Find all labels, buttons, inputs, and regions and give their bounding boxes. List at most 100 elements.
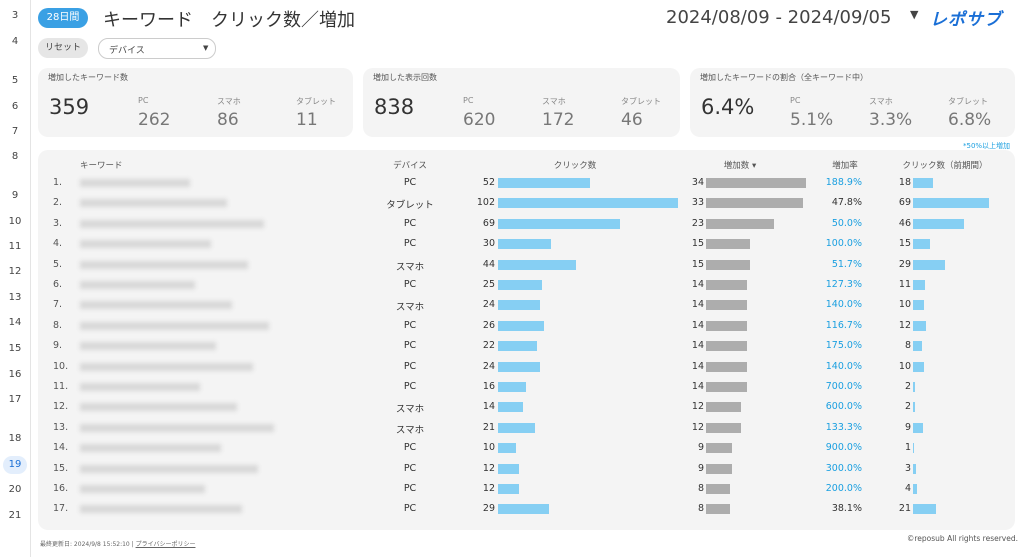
clicks-bar <box>498 504 550 515</box>
line-number: 7 <box>11 126 19 137</box>
increase-bar <box>706 239 751 250</box>
keyword-blurred <box>80 383 200 391</box>
note: *50%以上増加 <box>963 142 1011 150</box>
kpi-item-label: タブレット <box>621 97 661 106</box>
device: スマホ <box>395 404 425 416</box>
prev-clicks-value: 69 <box>898 197 911 209</box>
clicks-value: 25 <box>482 279 495 290</box>
kpi-item-value: 46 <box>621 110 643 130</box>
clicks-bar <box>498 178 590 188</box>
column-header: 増加数 ▾ <box>723 161 757 171</box>
rank: 1. <box>53 177 63 188</box>
rate: 50.0% <box>831 217 862 229</box>
device: PC <box>403 279 417 290</box>
kpi-item-value: 6.8% <box>948 110 992 130</box>
keyword-blurred <box>80 199 227 208</box>
rank: 7. <box>53 299 63 311</box>
keyword-blurred <box>80 281 195 289</box>
prev-clicks-value: 10 <box>898 299 911 311</box>
increase-bar <box>706 341 748 352</box>
device: PC <box>403 319 417 331</box>
rank: 3. <box>53 217 63 229</box>
increase-value: 15 <box>691 258 704 270</box>
keyword-blurred <box>80 240 211 249</box>
rate: 140.0% <box>825 299 862 311</box>
prev-clicks-bar <box>913 443 915 454</box>
increase-value: 8 <box>697 503 704 515</box>
rate: 175.0% <box>825 340 862 352</box>
rate: 700.0% <box>825 381 862 392</box>
kpi-item-label: PC <box>463 96 474 105</box>
increase-value: 15 <box>691 238 704 250</box>
prev-clicks-value: 29 <box>898 258 911 270</box>
prev-clicks-bar <box>913 280 926 290</box>
rank: 10. <box>53 360 69 372</box>
kpi-item-value: 86 <box>217 110 239 130</box>
kpi-item-value: 11 <box>296 110 318 130</box>
device: PC <box>403 177 417 188</box>
rank: 6. <box>53 279 63 290</box>
privacy-link[interactable]: プライバシーポリシー <box>135 541 196 548</box>
keyword-blurred <box>80 179 190 187</box>
clicks-bar <box>498 341 537 352</box>
device-filter[interactable]: デバイス ▼ <box>98 38 216 59</box>
prev-clicks-value: 2 <box>904 381 911 392</box>
prev-clicks-bar <box>913 300 924 311</box>
device: PC <box>403 217 417 229</box>
column-header: デバイス <box>393 161 427 171</box>
rate: 900.0% <box>825 442 862 454</box>
line-number: 14 <box>8 317 22 328</box>
increase-bar <box>706 463 733 474</box>
line-number: 17 <box>8 394 22 405</box>
rank: 12. <box>53 401 69 413</box>
keyword-blurred <box>80 301 232 310</box>
rate: 38.1% <box>831 503 862 515</box>
kpi-item-value: 5.1% <box>790 110 834 130</box>
prev-clicks-bar <box>913 259 945 270</box>
line-number: 21 <box>8 510 22 521</box>
copyright: ©reposub All rights reserved. <box>906 534 1018 543</box>
clicks-bar <box>498 382 527 392</box>
increase-value: 14 <box>691 360 704 372</box>
period-badge[interactable]: 28日間 <box>38 8 88 28</box>
device: PC <box>403 503 417 515</box>
column-header: クリック数（前期間） <box>902 161 988 171</box>
kpi-total: 838 <box>374 95 415 119</box>
rate: 116.7% <box>825 319 862 331</box>
kpi-card: 増加した表示回数 838 PC 620 スマホ 172 タブレット 46 <box>363 68 680 137</box>
clicks-bar <box>498 320 544 331</box>
date-range[interactable]: 2024/08/09 - 2024/09/05 <box>666 7 892 28</box>
rank: 14. <box>53 442 69 454</box>
line-number: 11 <box>8 241 22 252</box>
column-header: 増加率 <box>832 161 858 171</box>
kpi-item-label: スマホ <box>217 97 241 106</box>
line-number: 10 <box>8 216 22 227</box>
line-number: 18 <box>8 433 22 444</box>
increase-value: 23 <box>691 217 704 229</box>
increase-bar <box>706 484 730 494</box>
prev-clicks-bar <box>913 341 922 352</box>
line-number: 4 <box>11 36 19 47</box>
increase-value: 9 <box>697 442 704 454</box>
kpi-item-value: 620 <box>463 110 496 130</box>
increase-bar <box>706 218 774 229</box>
date-dropdown-arrow[interactable]: ▼ <box>910 8 919 21</box>
line-number: 16 <box>8 369 22 380</box>
prev-clicks-value: 21 <box>898 503 911 515</box>
clicks-value: 44 <box>482 258 495 270</box>
clicks-value: 22 <box>482 340 495 352</box>
increase-value: 9 <box>697 462 704 474</box>
kpi-item-label: PC <box>790 96 801 105</box>
increase-bar <box>706 300 748 311</box>
rate: 47.8% <box>831 197 862 209</box>
kpi-title: 増加したキーワード数 <box>48 73 128 82</box>
keyword-blurred <box>80 444 221 453</box>
prev-clicks-bar <box>913 422 923 433</box>
line-number: 8 <box>11 151 19 162</box>
device: PC <box>403 483 417 494</box>
prev-clicks-value: 2 <box>904 401 911 413</box>
increase-value: 33 <box>691 197 704 209</box>
rank: 2. <box>53 197 63 209</box>
reset-button[interactable]: リセット <box>38 38 88 58</box>
clicks-value: 16 <box>482 381 495 392</box>
